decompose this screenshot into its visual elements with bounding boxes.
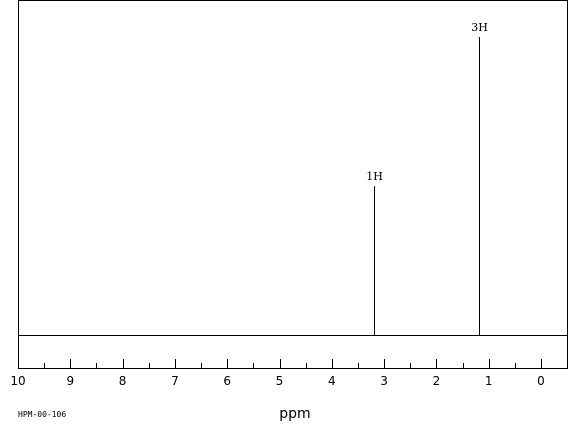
x-tick-label: 7	[171, 374, 179, 388]
x-tick-label: 1	[485, 374, 493, 388]
peak-label: 3H	[471, 21, 488, 34]
x-tick-label: 5	[276, 374, 284, 388]
x-tick-label: 9	[66, 374, 74, 388]
x-tick-label: 0	[537, 374, 545, 388]
x-axis-title: ppm	[279, 406, 310, 422]
peak-label: 1H	[366, 170, 383, 183]
x-tick-label: 8	[119, 374, 127, 388]
plot-frame	[18, 0, 568, 369]
x-tick-label: 2	[433, 374, 441, 388]
spectrum-code: HPM-00-106	[18, 410, 66, 419]
x-tick-label: 4	[328, 374, 336, 388]
x-tick-label: 6	[223, 374, 231, 388]
x-axis-ticks: 10 9 8 7 6 5 4 3 2 1 0	[10, 359, 568, 388]
x-tick-label: 3	[380, 374, 388, 388]
peaks: 1H 3H	[366, 21, 488, 336]
x-tick-label: 10	[10, 374, 25, 388]
